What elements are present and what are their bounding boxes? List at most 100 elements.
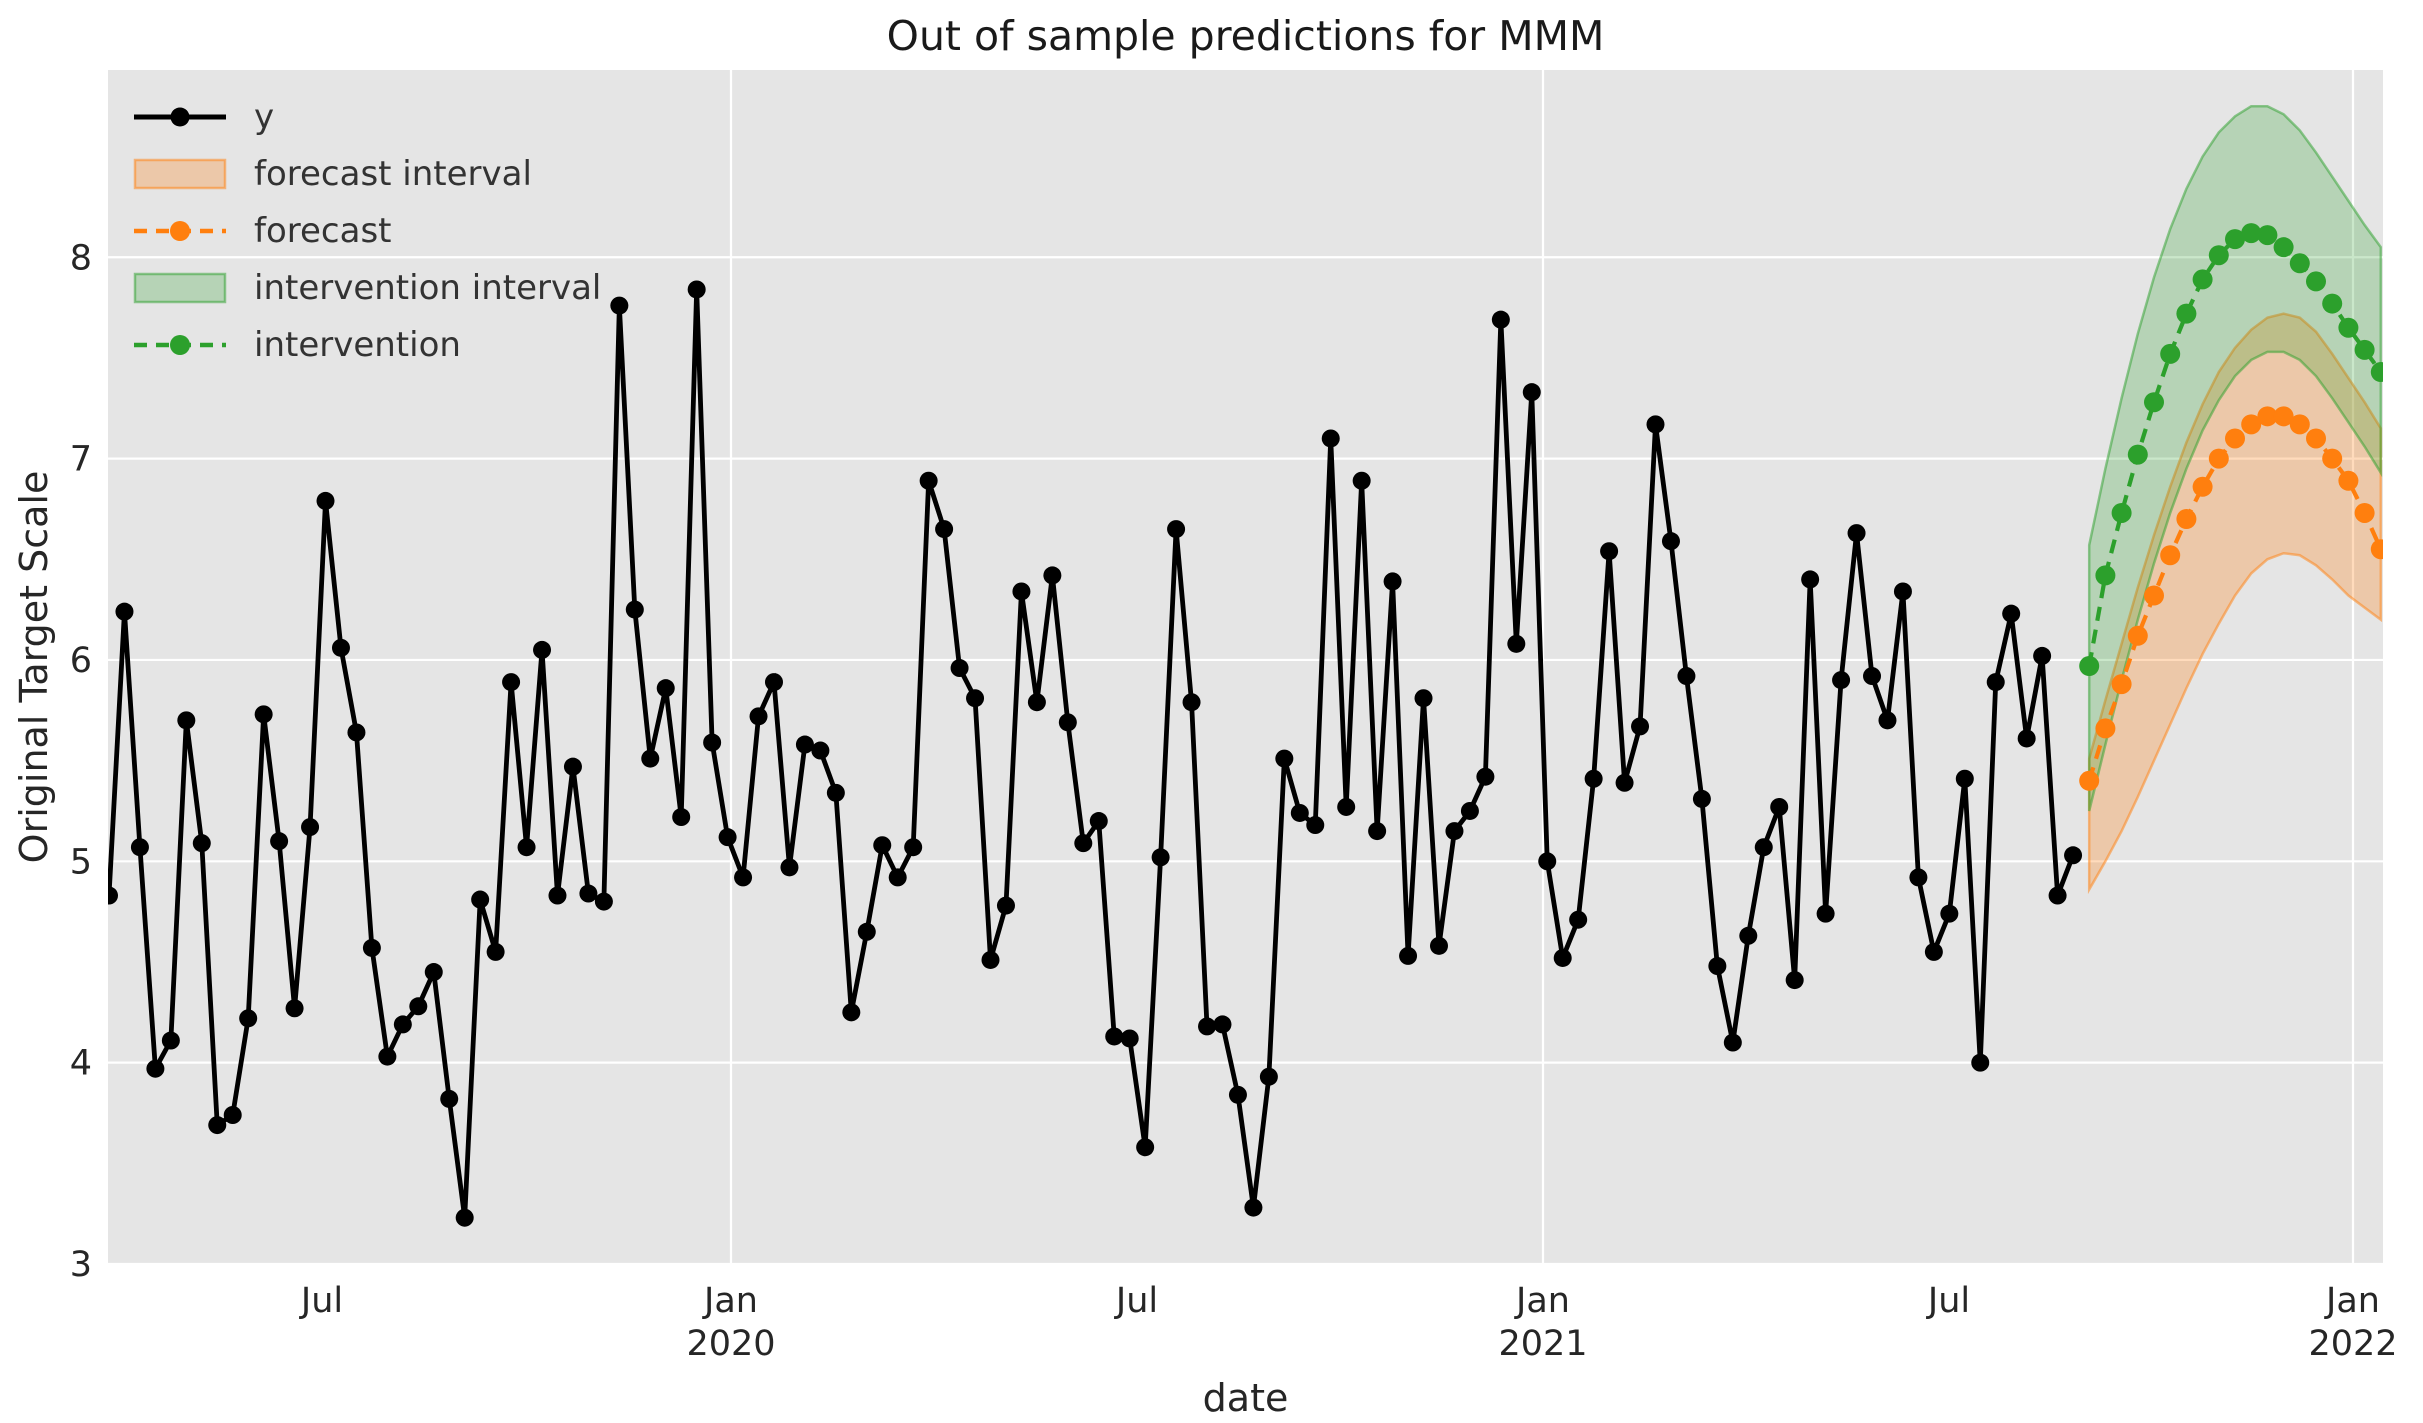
y-point xyxy=(1801,570,1820,589)
y-point xyxy=(1600,542,1619,561)
y-point xyxy=(347,723,366,742)
y-point xyxy=(1213,1015,1232,1034)
intervention-line-marker-icon xyxy=(134,334,226,355)
y-line xyxy=(108,289,2076,1218)
y-point xyxy=(1955,769,1974,788)
y-point xyxy=(1089,812,1108,831)
y-point xyxy=(1816,904,1835,923)
forecast-line-marker-icon xyxy=(134,220,226,241)
y-point xyxy=(1337,797,1356,816)
forecast-point xyxy=(2079,770,2100,791)
y-point xyxy=(1754,838,1773,857)
y-point xyxy=(641,749,660,768)
legend-item-forecast: forecast xyxy=(132,202,601,259)
y-point xyxy=(950,659,969,678)
y-point xyxy=(1074,834,1093,853)
y-point xyxy=(579,884,598,903)
y-point xyxy=(1615,773,1634,792)
y-point xyxy=(424,963,443,982)
forecast-point xyxy=(2354,502,2375,523)
y-point xyxy=(1198,1017,1217,1036)
y-point xyxy=(1569,910,1588,929)
y-point xyxy=(2048,886,2067,905)
y-point xyxy=(440,1089,459,1108)
y-point xyxy=(981,950,1000,969)
y-point xyxy=(1105,1027,1124,1046)
intervention-point xyxy=(2208,245,2229,266)
y-point xyxy=(1429,936,1448,955)
y-point xyxy=(594,892,613,911)
legend-item-intervention: intervention xyxy=(132,316,601,373)
y-point xyxy=(502,673,521,692)
y-point xyxy=(811,741,830,760)
y-point xyxy=(2002,604,2021,623)
y-point xyxy=(996,896,1015,915)
intervention-point xyxy=(2273,237,2294,258)
y-point xyxy=(826,783,845,802)
y-point xyxy=(331,638,350,657)
y-point xyxy=(548,886,567,905)
chart-title: Out of sample predictions for MMM xyxy=(886,12,1605,60)
y-point xyxy=(1971,1053,1990,1072)
y-point xyxy=(1507,634,1526,653)
intervention-point xyxy=(2079,655,2100,676)
y-point xyxy=(1708,957,1727,976)
y-point xyxy=(1460,801,1479,820)
y-tick-label: 3 xyxy=(70,1245,92,1285)
y-point xyxy=(1275,749,1294,768)
legend-label-y: y xyxy=(254,96,275,137)
forecast-point xyxy=(2176,509,2197,530)
y-point xyxy=(1306,816,1325,835)
y-point xyxy=(919,471,938,490)
y-point xyxy=(1986,673,2005,692)
y-point xyxy=(1136,1138,1155,1157)
forecast-point xyxy=(2127,625,2148,646)
forecast-point xyxy=(2273,406,2294,427)
legend-label-forecast: forecast xyxy=(254,210,392,251)
y-point xyxy=(764,673,783,692)
intervention-point xyxy=(2144,392,2164,413)
y-point xyxy=(1878,711,1897,730)
intervention-point xyxy=(2257,225,2278,246)
y-point xyxy=(1847,524,1866,543)
forecast-point xyxy=(2144,585,2164,606)
forecast-point xyxy=(2111,674,2132,695)
y-point xyxy=(1631,717,1650,736)
y-point xyxy=(795,735,814,754)
y-point xyxy=(935,520,954,539)
y-point xyxy=(1832,671,1851,690)
y-point xyxy=(378,1047,397,1066)
y-point xyxy=(239,1009,258,1028)
y-point xyxy=(533,640,552,659)
y-point xyxy=(146,1059,165,1078)
intervention-point xyxy=(2095,565,2116,586)
x-tick-year-label: 2020 xyxy=(686,1324,775,1364)
y-point xyxy=(1414,689,1433,708)
intervention-point xyxy=(2111,502,2132,523)
forecast-point xyxy=(2160,545,2181,566)
y-point xyxy=(1770,797,1789,816)
y-point xyxy=(254,705,273,724)
y-point xyxy=(1538,852,1557,871)
y-point xyxy=(563,757,582,776)
y-point xyxy=(687,280,706,299)
series-layer xyxy=(108,104,2383,1227)
x-tick-label: Jan xyxy=(1514,1281,1570,1321)
intervention-point xyxy=(2192,269,2213,290)
x-tick-label: Jul xyxy=(299,1281,343,1321)
y-point xyxy=(1553,948,1572,967)
y-point xyxy=(718,828,737,847)
y-point xyxy=(1290,803,1309,822)
y-tick-label: 4 xyxy=(70,1044,92,1084)
y-point xyxy=(703,733,722,752)
forecast-interval-band xyxy=(2087,312,2383,895)
y-point xyxy=(270,832,289,851)
y-point xyxy=(192,834,211,853)
y-tick-label: 5 xyxy=(70,842,92,882)
y-point xyxy=(2064,846,2083,865)
y-point xyxy=(1352,471,1371,490)
y-point xyxy=(873,836,892,855)
intervention-point xyxy=(2127,444,2148,465)
y-point xyxy=(108,886,118,905)
y-point xyxy=(223,1106,242,1125)
